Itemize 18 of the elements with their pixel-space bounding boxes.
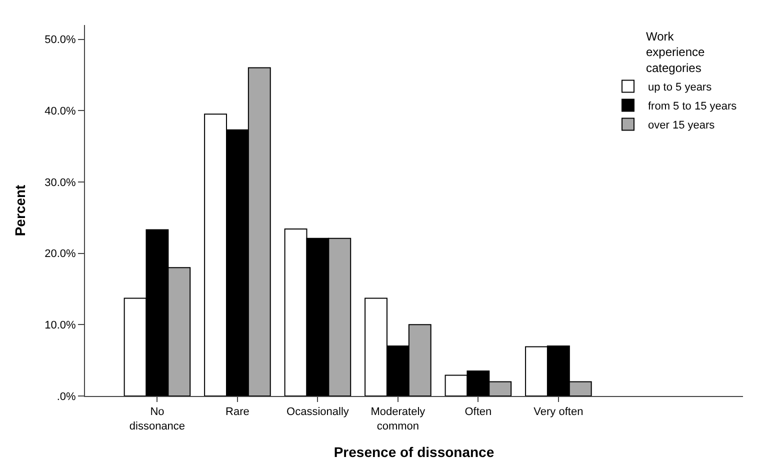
legend-label: from 5 to 15 years (648, 100, 738, 113)
y-tick-label: 10.0% (44, 320, 76, 332)
y-axis-title: Percent (12, 184, 28, 236)
x-tick-label: Rare (226, 406, 250, 418)
legend-label: up to 5 years (648, 82, 712, 94)
y-tick-label: 30.0% (44, 176, 76, 189)
y-tick-label: 20.0% (44, 248, 76, 260)
y-tick-label: 50.0% (44, 34, 76, 46)
legend-title: Work experience categories (646, 30, 706, 75)
y-tick-label: 40.0% (44, 105, 76, 118)
x-axis-title: Presence of dissonance (334, 444, 494, 460)
y-tick-label: .0% (56, 390, 76, 403)
x-tick-label: Often (464, 406, 492, 418)
x-tick-label: Ocassionally (286, 406, 350, 418)
x-tick-label: Moderately common (370, 406, 426, 432)
x-tick-label: No dissonance (129, 406, 186, 432)
x-tick-label: Very often (534, 406, 584, 418)
legend-label: over 15 years (648, 120, 716, 132)
